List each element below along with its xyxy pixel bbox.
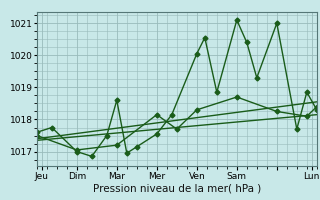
X-axis label: Pression niveau de la mer( hPa ): Pression niveau de la mer( hPa ) [93,183,261,193]
